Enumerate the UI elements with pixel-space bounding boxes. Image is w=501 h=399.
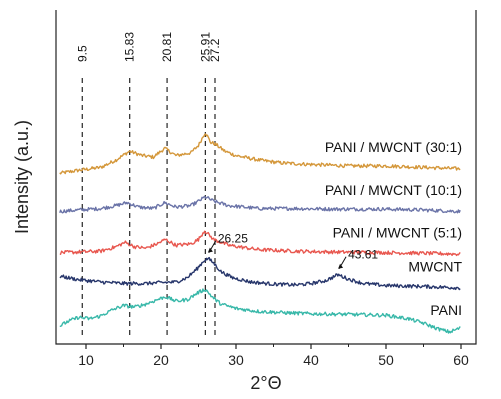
series-line (59, 133, 461, 175)
annotation-arrowhead (338, 263, 344, 269)
reference-peak-label: 27.2 (208, 38, 222, 62)
x-tick-label: 40 (303, 352, 319, 368)
x-tick-label: 60 (453, 352, 469, 368)
y-axis-label: Intensity (a.u.) (12, 120, 32, 234)
annotation-arrowhead (207, 247, 213, 253)
x-tick-label: 10 (78, 352, 94, 368)
series-label: PANI (430, 302, 462, 318)
series-line (59, 256, 461, 291)
reference-lines (81, 78, 216, 336)
annotation-label: 26.25 (218, 232, 248, 246)
reference-peak-label: 25.91 (198, 32, 212, 62)
series-line (59, 288, 461, 334)
chart-labels: 10 20 30 40 50 60 2°Θ Intensity (a.u.) 9.5 15.83 2… (12, 32, 469, 393)
series-label: PANI / MWCNT (10:1) (325, 182, 462, 198)
series-label: PANI / MWCNT (30:1) (325, 139, 462, 155)
reference-peak-label: 9.5 (75, 45, 89, 62)
reference-peak-label: 20.81 (160, 32, 174, 62)
axis-frame (55, 10, 477, 345)
series-label: MWCNT (408, 258, 462, 274)
x-tick-label: 30 (228, 352, 244, 368)
x-axis-label: 2°Θ (250, 373, 281, 393)
series-lines (59, 133, 461, 334)
series-label: PANI / MWCNT (5:1) (333, 225, 462, 241)
plot-frame (55, 10, 477, 349)
x-tick-label: 20 (153, 352, 169, 368)
annotation-label: 43.61 (348, 248, 378, 262)
x-tick-label: 50 (378, 352, 394, 368)
series-line (59, 195, 461, 214)
reference-peak-label: 15.83 (123, 32, 137, 62)
series-line (59, 230, 461, 257)
